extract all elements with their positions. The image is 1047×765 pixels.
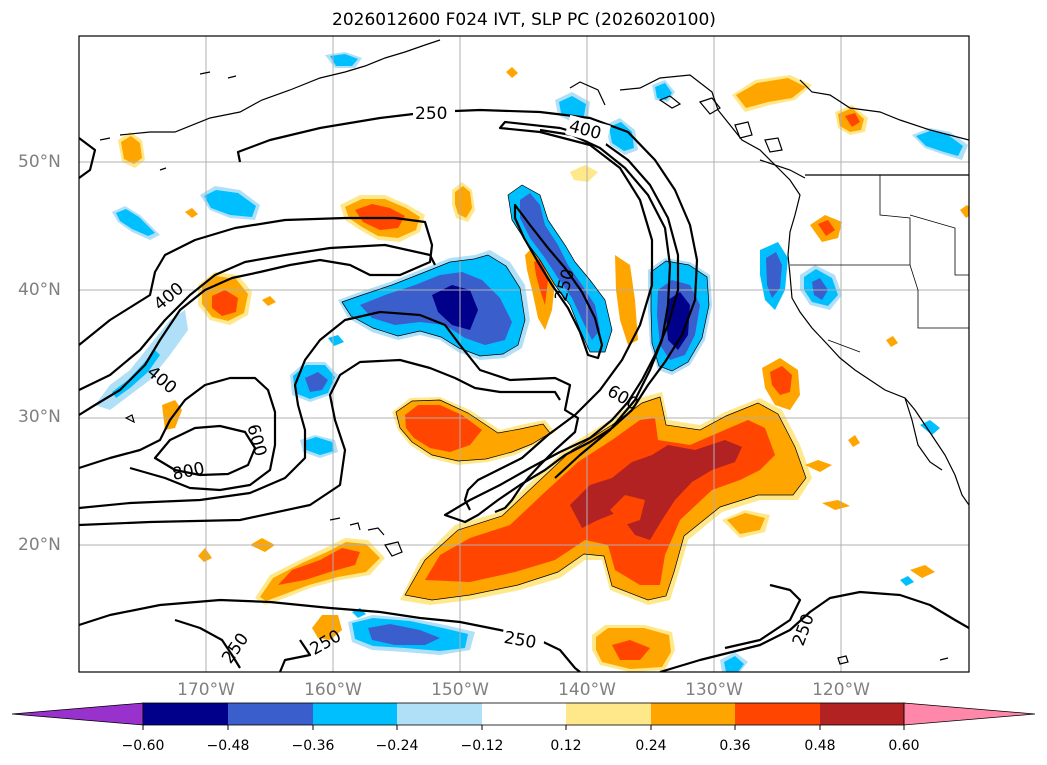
lon-label: 150°W xyxy=(431,680,489,700)
contour-400 xyxy=(79,216,434,416)
contour-800 xyxy=(153,424,257,477)
ivt-outline xyxy=(341,184,807,601)
contour-250-north xyxy=(236,108,699,524)
colorbar-extend-high xyxy=(903,702,1036,726)
contour-600-c xyxy=(79,310,580,514)
colorbar-tick-label: −0.48 xyxy=(206,738,250,754)
colorbar-tick-label: −0.36 xyxy=(291,738,335,754)
ivt-negative-central xyxy=(95,52,968,672)
contour-250-east-arc xyxy=(724,583,802,650)
colorbar-tick-label: −0.24 xyxy=(375,738,419,754)
lat-label: 50°N xyxy=(18,152,61,172)
contour-600-e xyxy=(539,128,672,479)
contour-600-d xyxy=(79,358,561,527)
contour-600-b xyxy=(79,376,277,492)
plot-frame xyxy=(78,35,970,673)
lon-label: 130°W xyxy=(685,680,743,700)
lon-label: 170°W xyxy=(177,680,235,700)
colorbar-extend-low xyxy=(11,702,144,726)
contour-label: 250 xyxy=(218,629,253,667)
colorbar-tick-label: 0.24 xyxy=(635,738,667,754)
contour-label: 250 xyxy=(789,611,819,648)
contour-250-inner xyxy=(513,203,604,360)
map-title: 2026012600 F024 IVT, SLP PC (2026020100) xyxy=(332,10,716,30)
contour-250-south xyxy=(79,598,581,672)
colorbar-tick-label: 0.48 xyxy=(804,738,836,754)
contour-label: 600 xyxy=(242,422,270,459)
ivt-shading xyxy=(95,52,969,672)
lat-label: 40°N xyxy=(18,280,61,300)
colorbar xyxy=(11,702,1036,730)
colorbar-tick-label: −0.12 xyxy=(460,738,504,754)
contour-edge-nw xyxy=(79,137,97,179)
ivt-positive-plume xyxy=(400,392,812,605)
contour-250-south-b xyxy=(278,639,312,672)
colorbar-tick-label: 0.36 xyxy=(719,738,751,754)
ivt-positive-west xyxy=(392,397,555,465)
contour-250-east xyxy=(659,590,969,672)
contour-600-a xyxy=(79,243,436,391)
lon-label: 160°W xyxy=(304,680,362,700)
contour-label: 250 xyxy=(502,628,537,653)
contour-label: 800 xyxy=(171,459,207,485)
colorbar-tick-label: 0.12 xyxy=(550,738,582,754)
contour-250-south-inner xyxy=(174,618,241,669)
lon-label: 140°W xyxy=(558,680,616,700)
slp-contours xyxy=(79,108,969,672)
colorbar-tick-label: 0.60 xyxy=(888,738,920,754)
contour-label: 250 xyxy=(415,104,447,124)
colorbar-tick-label: −0.60 xyxy=(121,738,165,754)
lat-label: 30°N xyxy=(18,407,61,427)
coastlines xyxy=(99,39,969,665)
ivt-positive-south xyxy=(592,625,675,672)
lon-label: 120°W xyxy=(812,680,870,700)
lat-label: 20°N xyxy=(18,535,61,555)
